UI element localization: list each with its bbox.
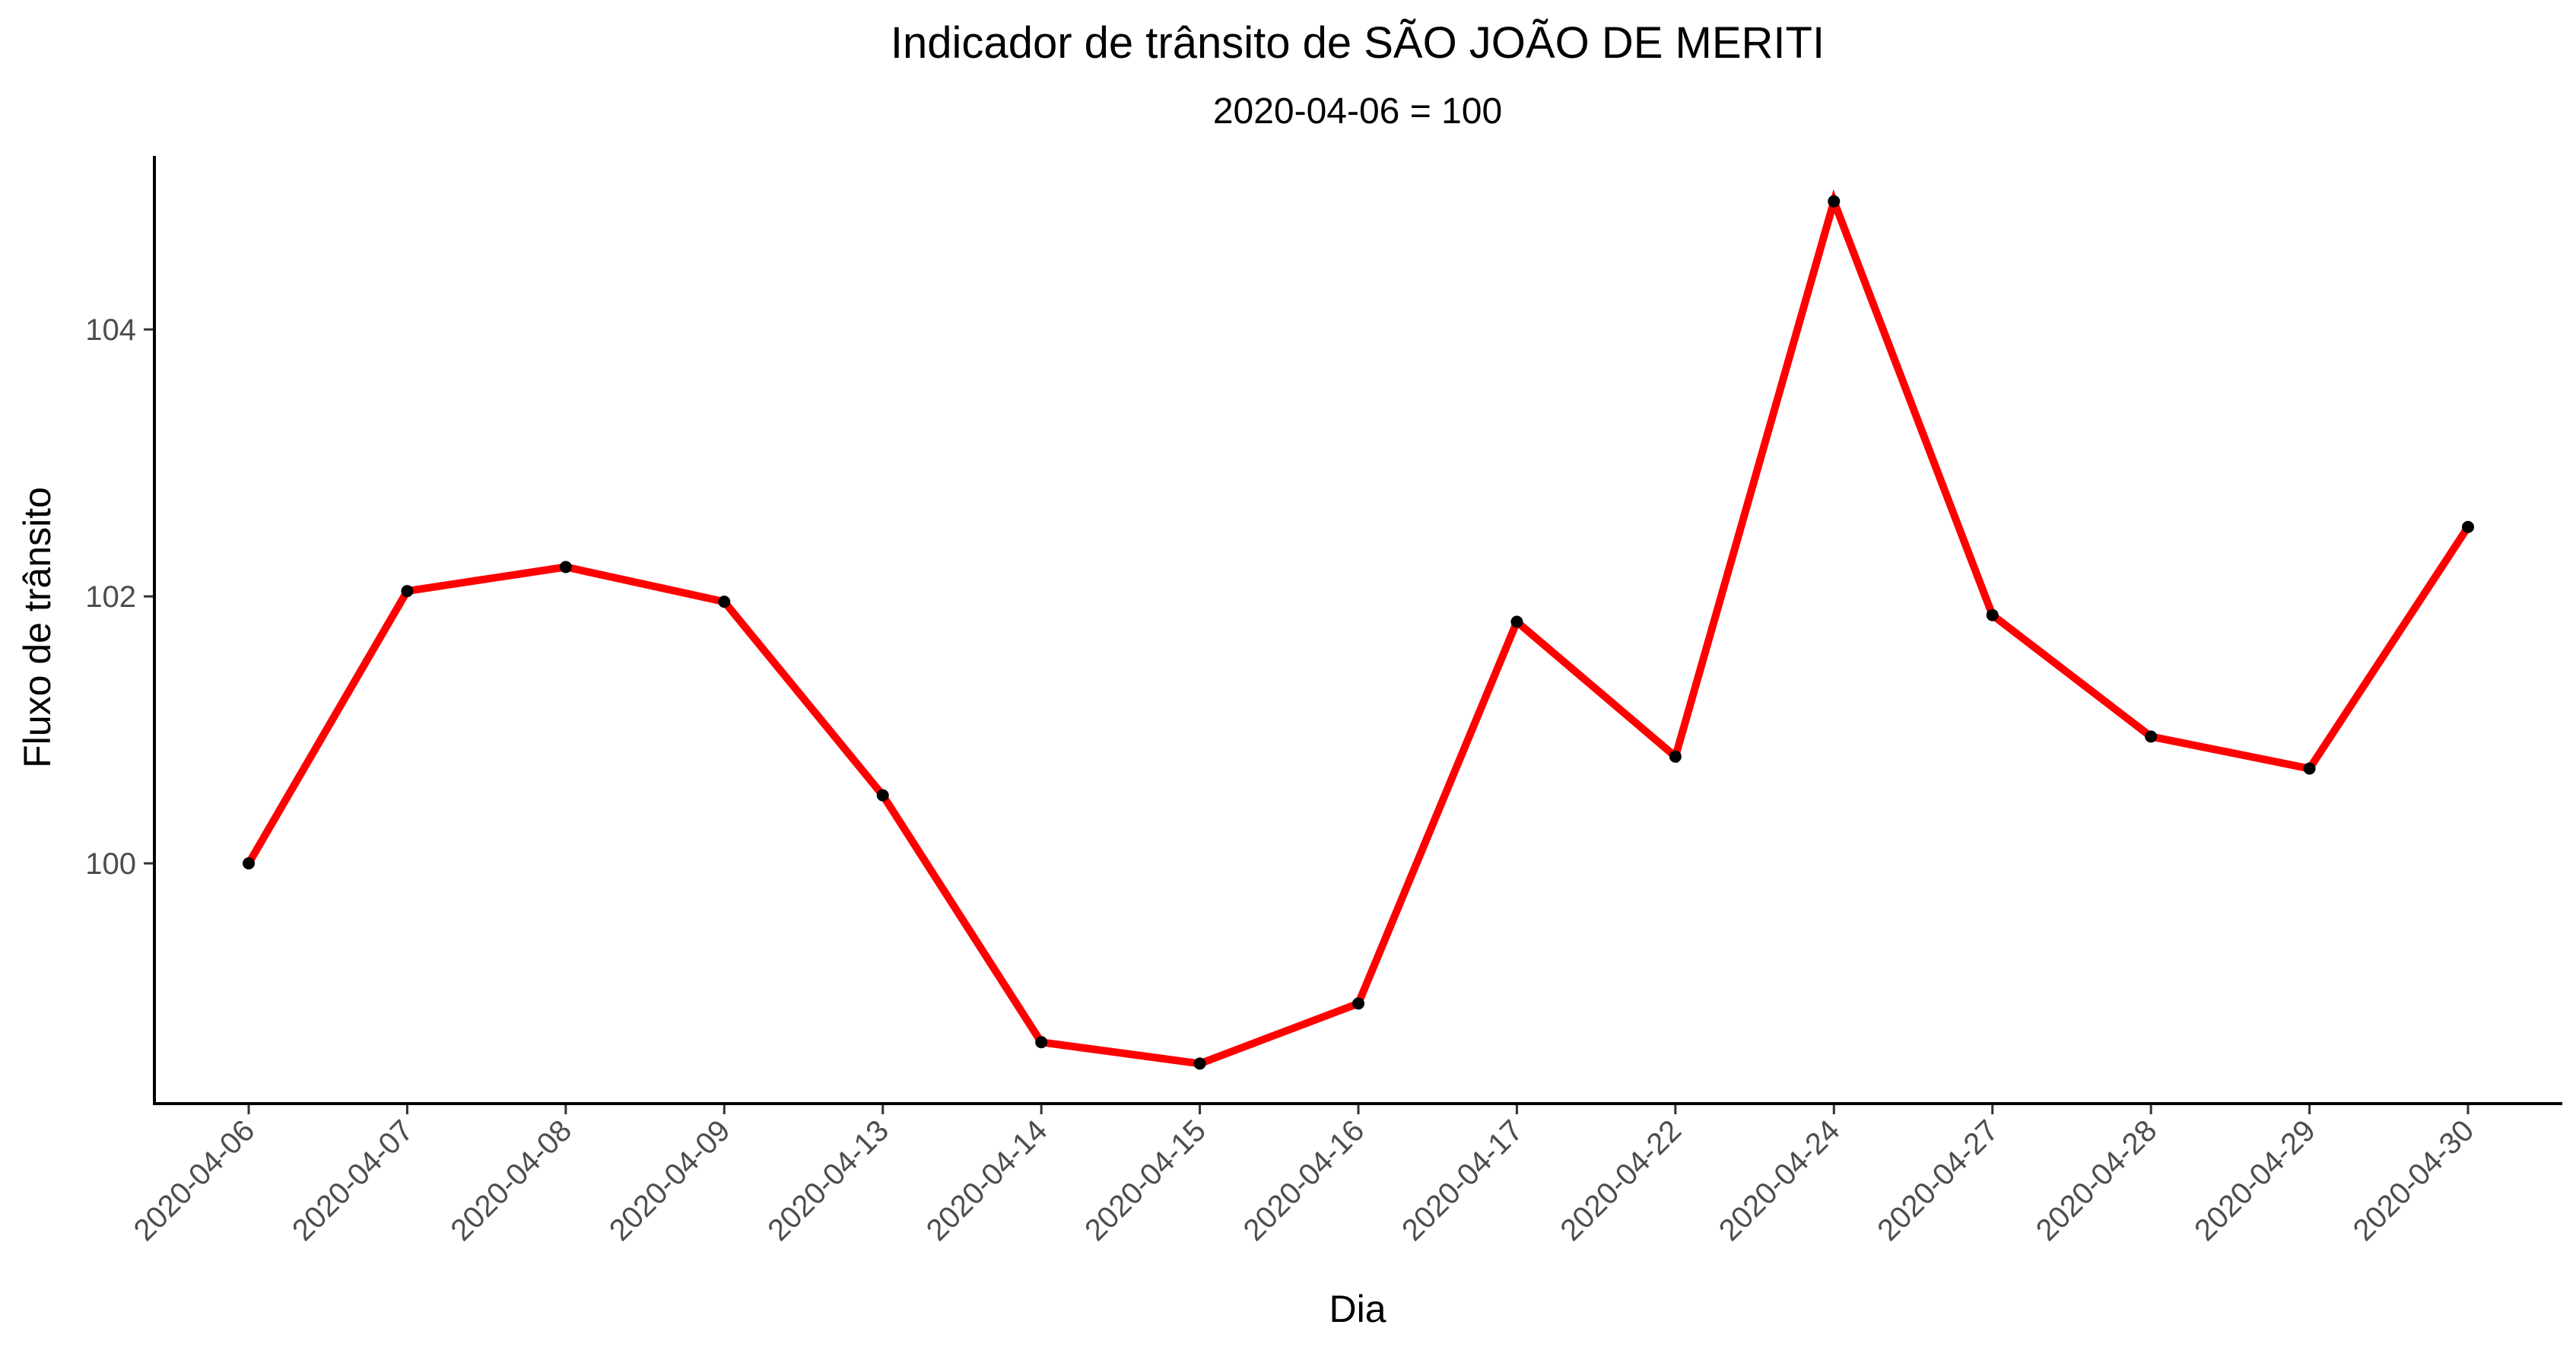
data-point <box>1986 608 1999 621</box>
series-points <box>243 195 2474 1070</box>
x-tick-label: 2020-04-13 <box>761 1113 895 1247</box>
y-axis-ticks: 100 102 104 <box>85 313 154 881</box>
x-tick-label: 2020-04-09 <box>603 1113 737 1247</box>
x-tick-label: 2020-04-15 <box>1078 1113 1212 1247</box>
y-tick-label: 104 <box>85 313 136 347</box>
y-tick-label: 102 <box>85 580 136 614</box>
x-tick-label: 2020-04-28 <box>2030 1113 2164 1247</box>
series-line <box>245 189 2472 1068</box>
x-tick-label: 2020-04-24 <box>1713 1113 1847 1247</box>
data-point <box>718 596 731 608</box>
data-point <box>401 585 414 598</box>
chart-title: Indicador de trânsito de SÃO JOÃO DE MER… <box>891 18 1825 68</box>
x-axis-title: Dia <box>1329 1288 1386 1330</box>
x-tick-label: 2020-04-30 <box>2347 1113 2481 1247</box>
data-point <box>1669 750 1682 763</box>
data-point <box>1352 997 1364 1010</box>
x-tick-label: 2020-04-27 <box>1871 1113 2005 1247</box>
x-tick-label: 2020-04-14 <box>920 1113 1054 1247</box>
chart-subtitle: 2020-04-06 = 100 <box>1213 91 1502 132</box>
x-tick-label: 2020-04-16 <box>1237 1113 1371 1247</box>
x-tick-label: 2020-04-22 <box>1554 1113 1688 1247</box>
x-tick-label: 2020-04-29 <box>2188 1113 2322 1247</box>
x-tick-label: 2020-04-06 <box>128 1113 262 1247</box>
data-point <box>559 561 572 573</box>
y-tick-label: 100 <box>85 847 136 881</box>
x-axis-ticks: 2020-04-06 2020-04-07 2020-04-08 2020-04-09… <box>128 1104 2481 1247</box>
data-point <box>2145 730 2158 743</box>
data-point <box>2462 520 2474 533</box>
y-axis-title: Fluxo de trânsito <box>16 487 59 768</box>
series-lines <box>245 189 2472 1068</box>
x-tick-label: 2020-04-17 <box>1396 1113 1529 1247</box>
data-point <box>2303 762 2316 775</box>
data-point <box>1193 1057 1206 1070</box>
x-tick-label: 2020-04-07 <box>286 1113 420 1247</box>
data-point <box>1510 615 1523 628</box>
data-point <box>1828 195 1841 208</box>
x-tick-label: 2020-04-08 <box>444 1113 578 1247</box>
data-point <box>1035 1036 1048 1049</box>
data-point <box>876 789 889 802</box>
data-point <box>243 857 255 870</box>
